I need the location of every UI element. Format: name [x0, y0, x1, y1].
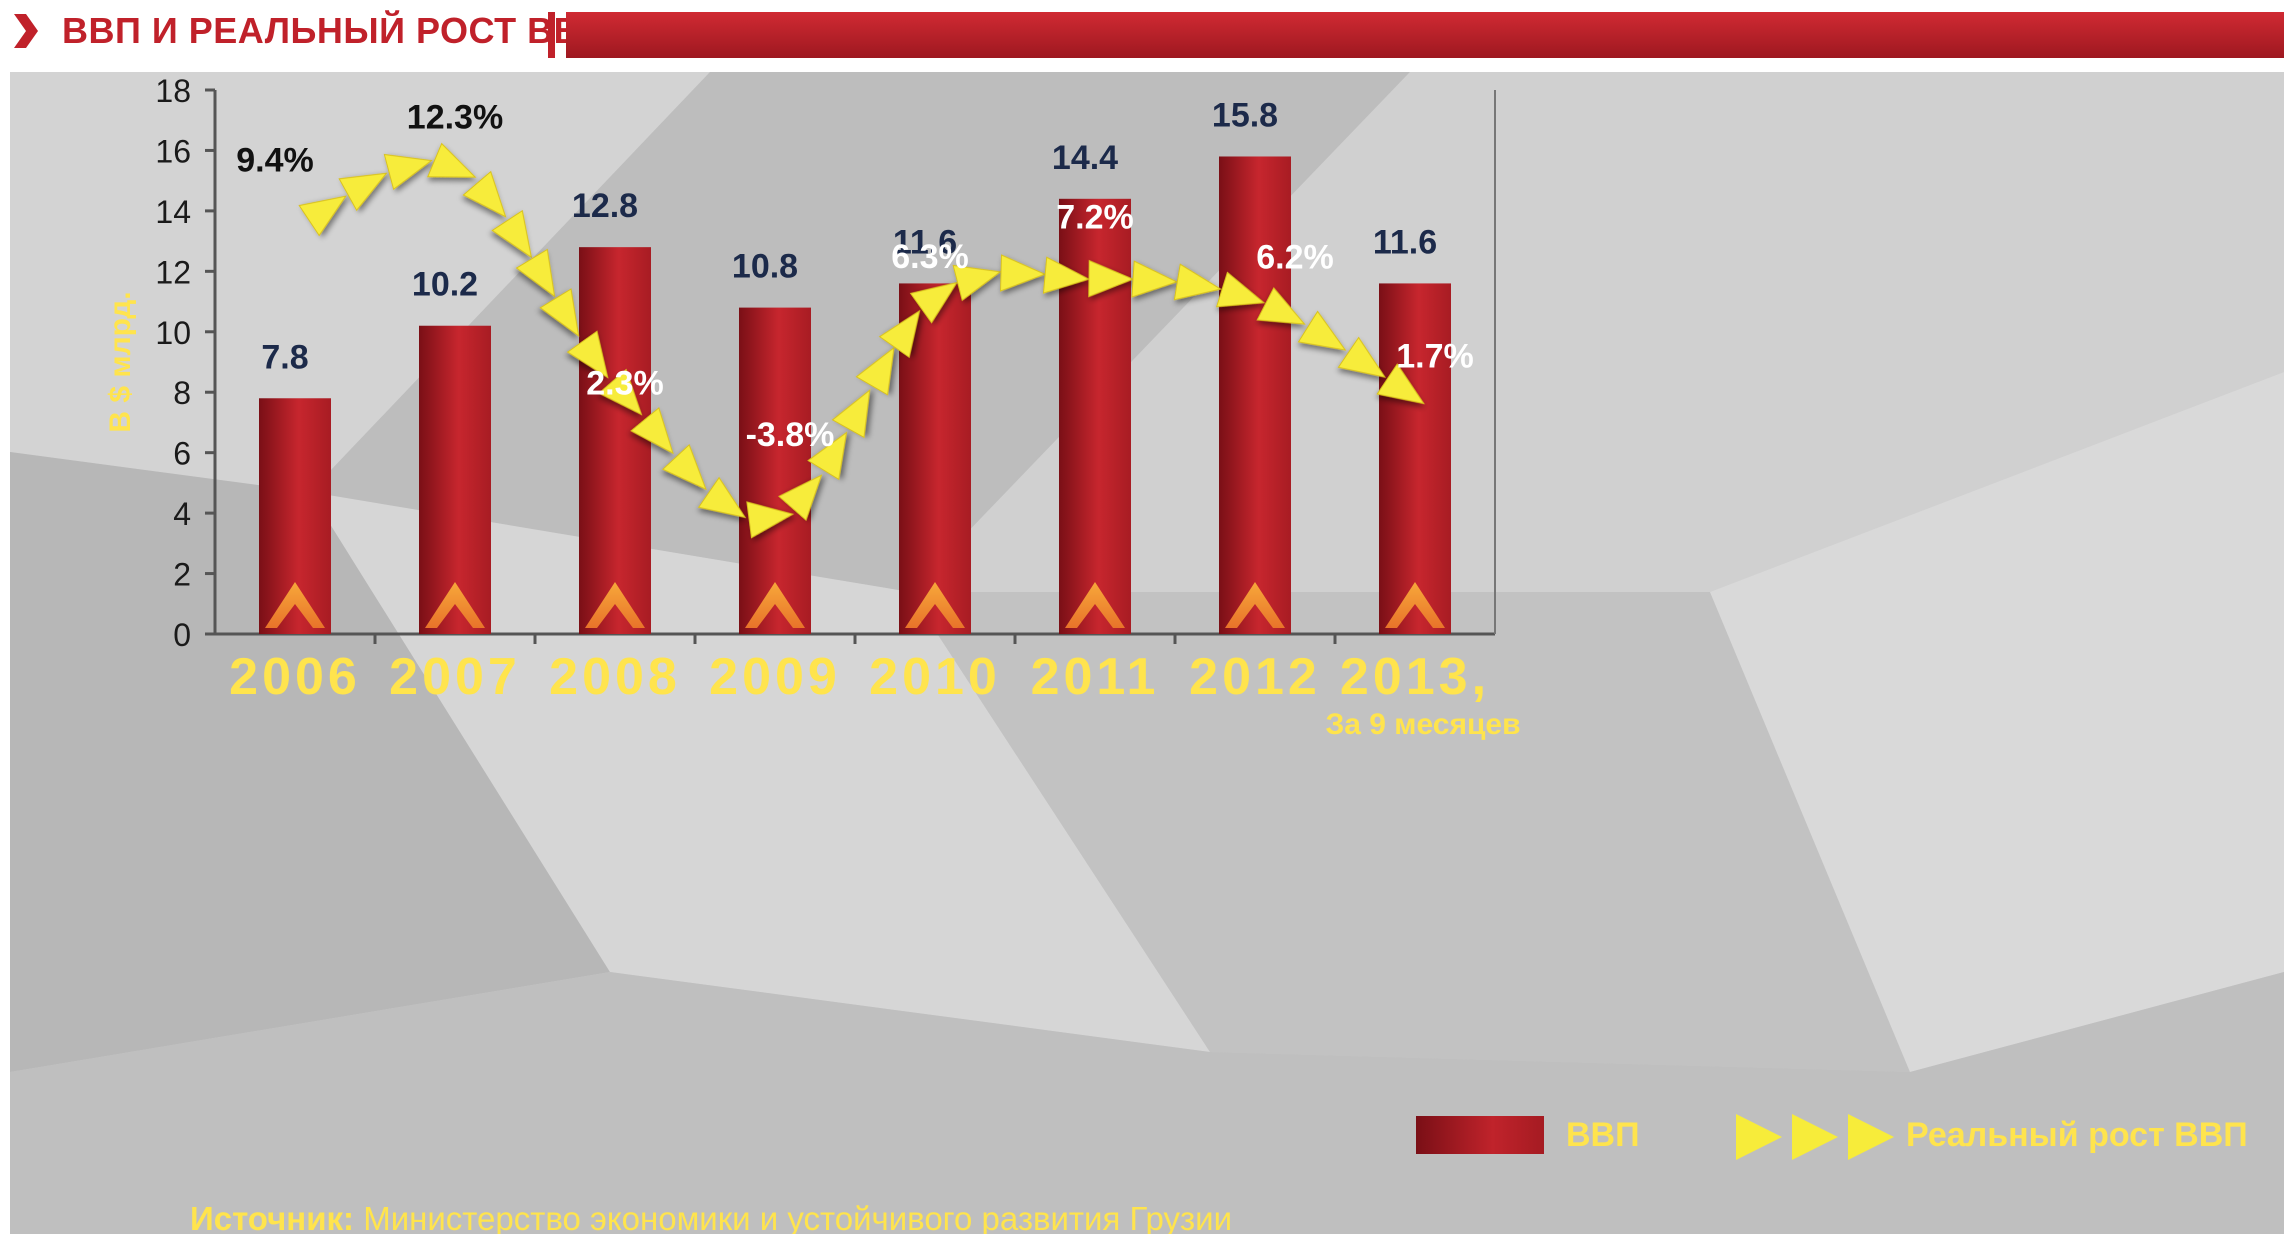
growth-arrow [1256, 287, 1306, 325]
bar-base-chevron [265, 582, 325, 628]
legend-gdp-swatch [1416, 1116, 1544, 1154]
growth-arrow [1376, 363, 1425, 405]
growth-arrow [1173, 263, 1223, 301]
growth-value-label: -3.8% [746, 416, 835, 454]
data-labels: 7.8 10.2 12.8 10.8 11.6 14.4 15.8 11.6 9.4% 12.3%… [236, 96, 1474, 454]
source-text: Министерство экономики и устойчивого раз… [354, 1200, 1233, 1234]
growth-value-label: 1.7% [1396, 337, 1474, 375]
gdp-value-label: 11.6 [893, 223, 957, 261]
x-tick-note: За 9 месяцев [1325, 708, 1520, 741]
y-tick-label: 14 [155, 194, 191, 230]
growth-arrow [338, 172, 388, 212]
growth-value-label: 9.4% [236, 141, 314, 179]
legend-growth-arrows-icon [1736, 1114, 1894, 1160]
bar-base-chevron [905, 582, 965, 628]
growth-arrow-series [298, 142, 1425, 539]
growth-arrow [630, 407, 674, 455]
gdp-value-label: 7.8 [261, 338, 308, 376]
x-tick-label: 2011 [1031, 648, 1160, 706]
gdp-bar [1219, 156, 1291, 634]
y-tick-label: 0 [173, 617, 191, 653]
growth-arrow [1337, 336, 1387, 378]
bar-base-chevron [425, 582, 485, 628]
x-tick-label: 2006 [229, 648, 361, 706]
y-tick-label: 6 [173, 436, 191, 472]
growth-arrow [566, 330, 609, 379]
x-axis-labels: 2006 2007 2008 2009 2010 2011 2012 2013,За 9 ме… [229, 648, 1520, 741]
bar-base-chevron [585, 582, 645, 628]
growth-value-label: 6.2% [1256, 238, 1334, 276]
growth-arrow [1042, 256, 1091, 294]
bar-series [259, 156, 1451, 635]
growth-value-label: 12.3% [407, 99, 503, 137]
growth-arrow [807, 431, 848, 481]
growth-value-label: 6.3% [891, 238, 969, 276]
growth-arrow [462, 170, 507, 218]
gdp-value-label: 14.4 [1052, 139, 1118, 177]
gdp-bar [1379, 283, 1451, 634]
growth-arrow [515, 248, 556, 298]
x-tick-label: 2013, [1340, 648, 1490, 706]
source-label: Источник: [190, 1200, 355, 1234]
growth-arrow [697, 476, 747, 519]
growth-arrow [999, 254, 1047, 292]
y-tick-label: 4 [173, 496, 191, 532]
legend-gdp-label: ВВП [1566, 1116, 1640, 1154]
header-divider [548, 12, 555, 58]
y-tick-label: 12 [155, 254, 191, 290]
growth-arrow [878, 309, 921, 359]
growth-value-label: 2.3% [586, 364, 664, 402]
gdp-value-label: 10.2 [412, 266, 478, 304]
growth-arrow [1297, 310, 1347, 351]
bar-base-chevron [1225, 582, 1285, 628]
growth-arrow [855, 346, 895, 396]
chevron-right-icon [14, 14, 38, 48]
growth-arrow [952, 264, 1002, 302]
source-note: Источник: Министерство экономики и устой… [190, 1200, 1232, 1234]
growth-value-label: 7.2% [1056, 199, 1134, 237]
growth-arrow [746, 501, 795, 539]
y-axis-title: В $ млрд. [104, 291, 137, 432]
bar-base-chevron [1065, 582, 1125, 628]
growth-arrow [778, 474, 823, 521]
growth-arrow [661, 443, 707, 491]
chart-panel: 0 2 4 6 8 10 12 14 16 18 В $ млрд. 7.8 10.2 12.8 10.8… [10, 72, 2284, 1234]
y-tick-label: 16 [155, 133, 191, 169]
growth-arrow [427, 142, 477, 178]
bar-base-chevron [745, 582, 805, 628]
header-band [566, 12, 2284, 58]
x-tick-label: 2008 [549, 648, 681, 706]
page-title: ВВП И РЕАЛЬНЫЙ РОСТ ВВП [62, 10, 607, 51]
gdp-value-label: 10.8 [732, 248, 798, 286]
gdp-bar [579, 247, 651, 634]
growth-arrow [1088, 259, 1135, 298]
growth-arrow [598, 368, 643, 416]
gdp-bar [739, 307, 811, 634]
y-tick-label: 10 [155, 315, 191, 351]
gdp-value-label: 15.8 [1212, 96, 1278, 134]
y-tick-label: 2 [173, 557, 191, 593]
legend-growth-label: Реальный рост ВВП [1906, 1116, 2248, 1154]
x-tick-label: 2007 [389, 648, 521, 706]
y-tick-label: 18 [155, 73, 191, 109]
growth-arrow [539, 288, 580, 338]
growth-arrow [491, 209, 533, 259]
growth-arrow [383, 153, 433, 191]
growth-arrow [909, 281, 958, 324]
growth-arrow [1131, 260, 1179, 298]
x-tick-label: 2012 [1189, 648, 1321, 706]
gdp-chart: 0 2 4 6 8 10 12 14 16 18 В $ млрд. 7.8 10.2 12.8 10.8… [10, 72, 2284, 1234]
gdp-value-label: 11.6 [1373, 223, 1437, 261]
bar-base-chevron [1385, 582, 1445, 628]
y-tick-label: 8 [173, 375, 191, 411]
growth-arrow [831, 389, 871, 439]
gdp-value-label: 12.8 [572, 187, 638, 225]
x-tick-label: 2010 [869, 648, 1001, 706]
growth-arrow [298, 195, 347, 237]
x-tick-label: 2009 [709, 648, 841, 706]
growth-arrow [1215, 271, 1266, 308]
